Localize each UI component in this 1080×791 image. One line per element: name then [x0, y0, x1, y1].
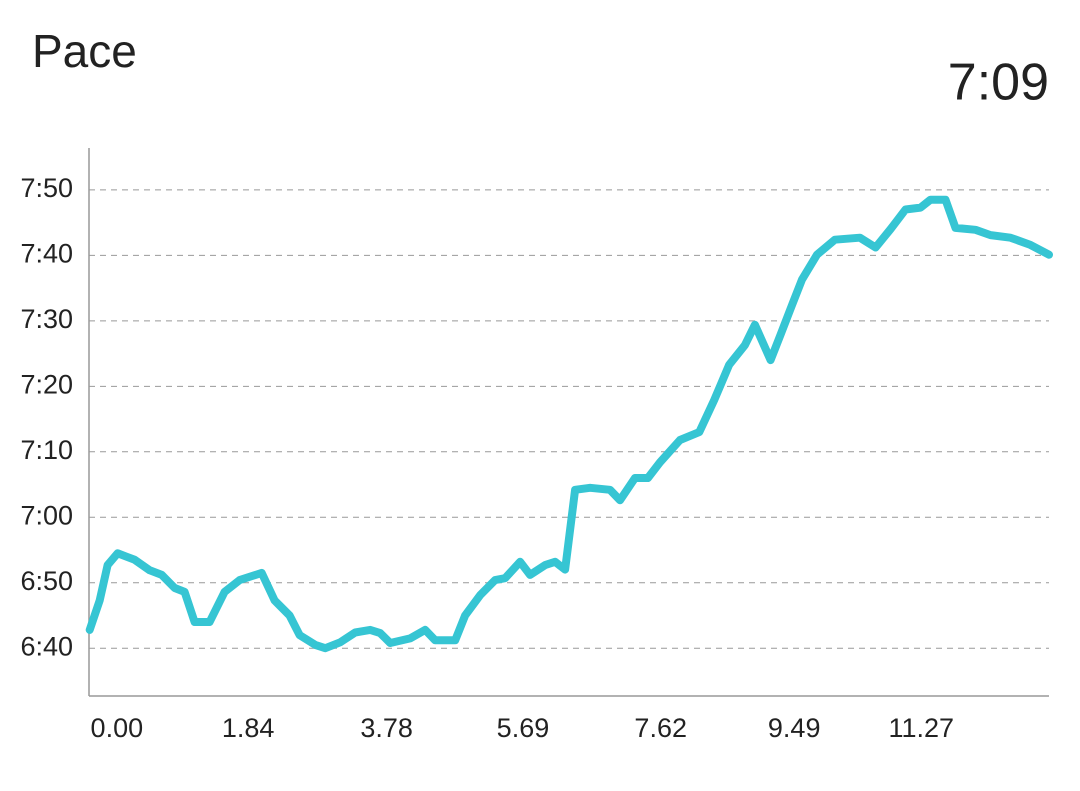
x-tick-label: 0.00: [91, 713, 144, 743]
y-tick-label: 7:50: [20, 173, 73, 203]
y-tick-label: 6:40: [20, 631, 73, 661]
x-tick-label: 5.69: [497, 713, 550, 743]
x-tick-label: 11.27: [888, 713, 954, 743]
x-tick-label: 3.78: [360, 713, 413, 743]
current-pace: 7:09: [948, 54, 1049, 112]
title: Pace: [32, 25, 137, 77]
x-tick-label: 1.84: [222, 713, 275, 743]
y-tick-label: 7:30: [20, 304, 73, 334]
y-tick-label: 7:10: [20, 435, 73, 465]
y-tick-label: 7:20: [20, 369, 73, 399]
y-tick-label: 7:40: [20, 238, 73, 268]
y-tick-label: 6:50: [20, 566, 73, 596]
x-tick-label: 9.49: [768, 713, 821, 743]
x-tick-label: 7.62: [634, 713, 687, 743]
pace-line: [85, 195, 1053, 653]
y-tick-label: 7:00: [20, 500, 73, 530]
